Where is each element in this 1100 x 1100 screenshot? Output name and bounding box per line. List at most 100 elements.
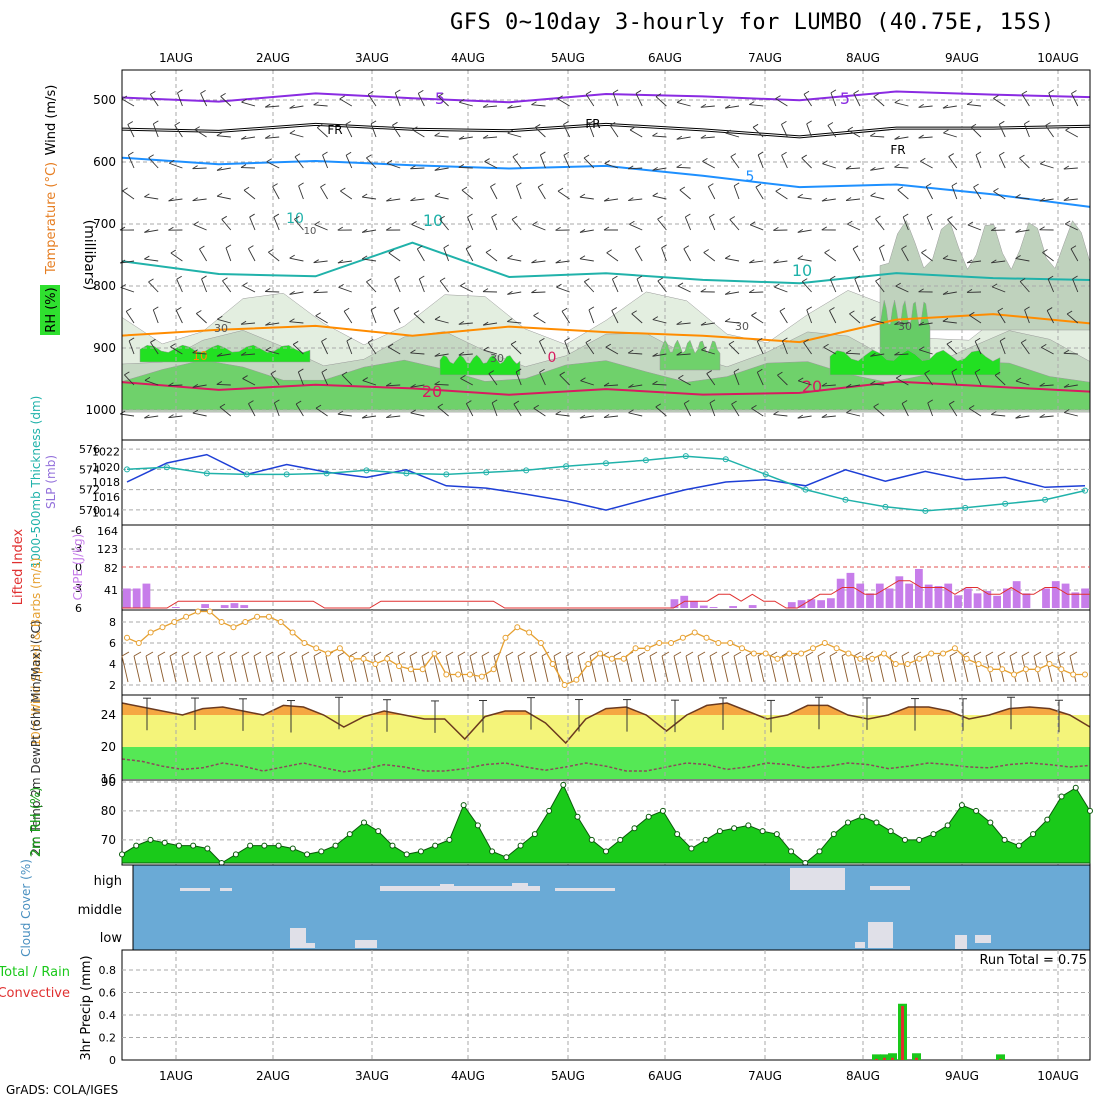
cape-bar xyxy=(143,584,151,608)
contour-label: 20 xyxy=(802,377,822,396)
cape-bar xyxy=(700,606,708,608)
cape-bar xyxy=(856,584,864,608)
xtick-top-label: 6AUG xyxy=(648,51,682,65)
wind10m-marker xyxy=(929,651,934,656)
cloud-block xyxy=(855,942,865,948)
contour-label: 10 xyxy=(423,211,443,230)
rh2m-marker xyxy=(717,829,722,834)
wind10m-marker xyxy=(255,614,260,619)
li-tick-label: 6 xyxy=(75,602,82,615)
cape-bar xyxy=(837,579,845,608)
wind10m-marker xyxy=(527,630,532,635)
wind10m-marker xyxy=(444,672,449,677)
contour-label: FR xyxy=(327,123,342,137)
cape-bar xyxy=(993,596,1001,608)
credit-label: GrADS: COLA/IGES xyxy=(6,1083,118,1097)
wind10m-marker xyxy=(941,651,946,656)
rh2m-marker xyxy=(319,849,324,854)
xtick-top-label: 2AUG xyxy=(256,51,290,65)
rh2m-marker xyxy=(532,832,537,837)
rh2m-marker xyxy=(860,814,865,819)
wind10m-marker xyxy=(479,674,484,679)
rh2m-tick-label: 80 xyxy=(101,804,116,818)
wind10m-marker xyxy=(1071,672,1076,677)
cloud-block xyxy=(355,940,377,948)
rh2m-marker xyxy=(404,852,409,857)
rh2m-marker xyxy=(917,837,922,842)
precip-convective-bar xyxy=(999,1059,1002,1060)
wind10m-marker xyxy=(621,656,626,661)
rh2m-marker xyxy=(1016,843,1021,848)
xtick-bottom-label: 8AUG xyxy=(846,1069,880,1083)
rh2m-marker xyxy=(632,826,637,831)
rh2m-marker xyxy=(945,823,950,828)
cape-bar xyxy=(954,595,962,608)
precip-tick-label: 0 xyxy=(109,1054,116,1067)
rh2m-marker xyxy=(418,849,423,854)
rh2m-marker xyxy=(575,814,580,819)
rh2m-marker xyxy=(390,843,395,848)
wind10m-marker xyxy=(1000,667,1005,672)
rh2m-marker xyxy=(1031,832,1036,837)
rh2m-marker xyxy=(490,849,495,854)
temp-area-cool xyxy=(122,747,1090,779)
pressure-tick-label: 500 xyxy=(93,93,116,107)
cloud-row-label: high xyxy=(94,874,122,889)
rh2m-marker xyxy=(846,820,851,825)
wind10m-tick-label: 2 xyxy=(109,679,116,692)
contour-label: 30 xyxy=(735,320,749,333)
rh2m-marker xyxy=(504,855,509,860)
wind10m-marker xyxy=(680,635,685,640)
wind10m-marker xyxy=(1083,672,1088,677)
precip-tick-label: 0.4 xyxy=(99,1009,117,1022)
cape-bar xyxy=(749,605,757,608)
cape-bar xyxy=(710,607,718,608)
wind10m-marker xyxy=(219,620,224,625)
wind10m-tick-label: 8 xyxy=(109,616,116,629)
wind10m-tick-label: 6 xyxy=(109,637,116,650)
precip-convective-bar xyxy=(891,1058,894,1060)
pressure-axis-title: (millibars) xyxy=(81,220,97,291)
wind10m-marker xyxy=(964,656,969,661)
cape-bar xyxy=(915,569,923,608)
xtick-bottom-label: 2AUG xyxy=(256,1069,290,1083)
wind10m-marker xyxy=(846,651,851,656)
wind-barb xyxy=(217,384,231,385)
wind10m-marker xyxy=(905,662,910,667)
slp-tick-label: 1020 xyxy=(92,461,120,474)
rh2m-marker xyxy=(433,843,438,848)
rh2m-marker xyxy=(732,826,737,831)
rh2m-marker xyxy=(475,823,480,828)
wind10m-marker xyxy=(716,641,721,646)
cape-bar xyxy=(690,601,698,608)
wind-axis-label: Wind (m/s) xyxy=(44,85,59,156)
wind10m-marker xyxy=(373,662,378,667)
cape-bar xyxy=(201,604,209,608)
wind10m-marker xyxy=(633,646,638,651)
precip-axis-title: 3hr Precip (mm) xyxy=(79,955,94,1060)
cloud-block xyxy=(290,928,306,948)
wind-barb xyxy=(459,167,473,168)
rh2m-marker xyxy=(148,837,153,842)
pressure-tick-label: 900 xyxy=(93,341,116,355)
slp-tick-label: 1022 xyxy=(92,446,120,459)
slp-tick-label: 1018 xyxy=(92,476,120,489)
rh2m-marker xyxy=(347,832,352,837)
cape-bar xyxy=(866,593,874,608)
contour-label: 5 xyxy=(746,169,755,185)
rh2m-marker xyxy=(461,803,466,808)
cloud-block xyxy=(790,868,845,890)
wind10m-marker xyxy=(988,667,993,672)
rh2m-marker xyxy=(290,846,295,851)
rh2m-marker xyxy=(689,846,694,851)
cape-bar xyxy=(817,600,825,608)
cape-tick-label: 123 xyxy=(97,543,118,556)
xtick-bottom-label: 7AUG xyxy=(748,1069,782,1083)
cloud-block xyxy=(555,888,615,891)
xtick-bottom-label: 1AUG xyxy=(159,1069,193,1083)
rh2m-marker xyxy=(589,837,594,842)
wind10m-marker xyxy=(917,656,922,661)
precip-frame xyxy=(122,950,1090,1060)
wind10m-marker xyxy=(326,651,331,656)
cape-bar xyxy=(729,606,737,608)
